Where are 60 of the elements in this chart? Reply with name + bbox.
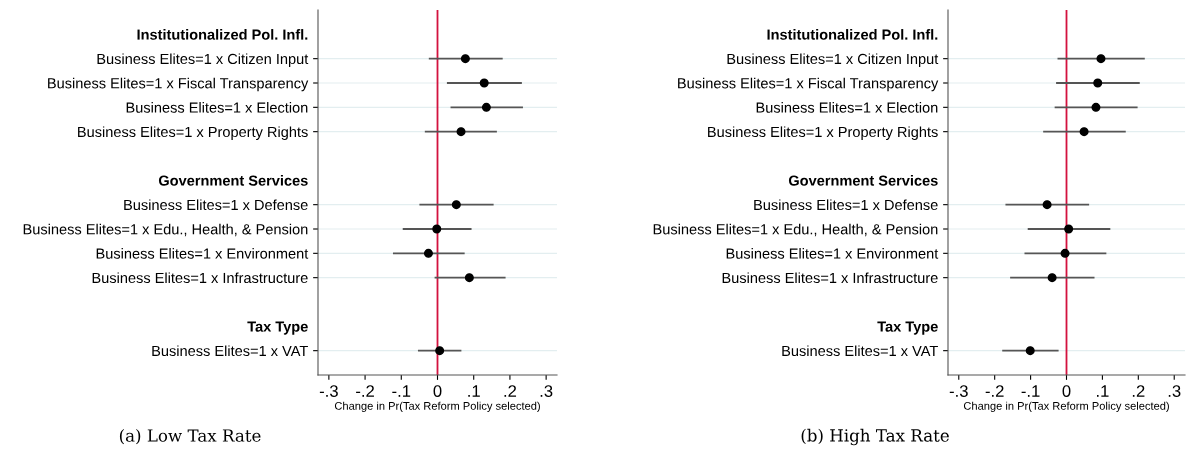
x-axis-title: Change in Pr(Tax Reform Policy selected) bbox=[963, 401, 1169, 413]
y-tick-label: Business Elites=1 x Environment bbox=[726, 248, 939, 259]
point bbox=[1093, 78, 1103, 88]
y-tick-label: Institutionalized Pol. Infl. bbox=[137, 29, 308, 40]
y-tick-label: Tax Type bbox=[247, 321, 308, 335]
x-tick-label: -.3 bbox=[319, 385, 338, 397]
point bbox=[464, 273, 474, 283]
x-tick-label: -.2 bbox=[356, 385, 374, 397]
point bbox=[1047, 273, 1057, 283]
point bbox=[481, 102, 491, 112]
x-tick-label: -.2 bbox=[985, 385, 1004, 397]
y-tick-label: Business Elites=1 x VAT bbox=[152, 345, 308, 357]
point bbox=[1096, 54, 1106, 64]
point bbox=[1079, 127, 1089, 137]
x-tick-label: .3 bbox=[1168, 385, 1181, 397]
y-tick-label: Business Elites=1 x Infrastructure bbox=[722, 272, 938, 284]
point bbox=[432, 224, 442, 234]
point bbox=[1091, 102, 1101, 112]
text: (a) Low Tax Rate bbox=[119, 428, 261, 445]
y-tick-label: Government Services bbox=[788, 175, 938, 186]
y-tick-label: Business Elites=1 x Edu., Health, & Pension bbox=[653, 223, 938, 237]
point bbox=[1025, 346, 1035, 356]
point bbox=[456, 127, 466, 137]
y-tick-label: Business Elites=1 x Election bbox=[756, 102, 938, 113]
y-tick-label: Business Elites=1 x Property Rights bbox=[708, 126, 938, 140]
point bbox=[435, 346, 445, 356]
y-tick-label: Business Elites=1 x Edu., Health, & Pension bbox=[23, 223, 308, 237]
x-tick-label: .1 bbox=[468, 385, 480, 397]
y-tick-label: Business Elites=1 x Fiscal Transparency bbox=[678, 77, 939, 92]
y-tick-label: Government Services bbox=[158, 175, 308, 186]
y-tick-label: Business Elites=1 x Infrastructure bbox=[92, 272, 308, 284]
x-tick-label: -.1 bbox=[1021, 385, 1040, 397]
point bbox=[1042, 200, 1052, 210]
x-axis-title: Change in Pr(Tax Reform Policy selected) bbox=[334, 401, 540, 413]
y-tick-label: Business Elites=1 x Property Rights bbox=[78, 126, 308, 140]
y-tick-label: Business Elites=1 x Defense bbox=[124, 199, 308, 211]
x-tick-label: 0 bbox=[433, 385, 442, 397]
y-tick-label: Business Elites=1 x VAT bbox=[782, 345, 938, 357]
y-tick-label: Business Elites=1 x Citizen Input bbox=[727, 53, 939, 67]
y-tick-label: Institutionalized Pol. Infl. bbox=[767, 29, 938, 40]
x-tick-label: .2 bbox=[504, 385, 517, 397]
point bbox=[451, 200, 461, 210]
y-tick-label: Business Elites=1 x Election bbox=[126, 102, 308, 113]
point bbox=[1060, 248, 1070, 258]
x-tick-label: .1 bbox=[1096, 385, 1109, 397]
x-tick-label: .2 bbox=[1132, 385, 1145, 397]
point bbox=[479, 78, 489, 88]
point bbox=[1064, 224, 1074, 234]
y-tick-label: Business Elites=1 x Citizen Input bbox=[97, 53, 309, 67]
y-tick-label: Tax Type bbox=[877, 321, 938, 335]
text: (b) High Tax Rate bbox=[801, 428, 949, 446]
x-tick-label: 0 bbox=[1062, 385, 1071, 397]
y-tick-label: Business Elites=1 x Fiscal Transparency bbox=[48, 77, 309, 92]
x-tick-label: .3 bbox=[540, 385, 553, 397]
x-tick-label: -.3 bbox=[949, 385, 968, 397]
x-tick-label: -.1 bbox=[392, 385, 411, 397]
point bbox=[423, 248, 433, 258]
point bbox=[460, 54, 470, 64]
y-tick-label: Business Elites=1 x Defense bbox=[754, 199, 938, 211]
y-tick-label: Business Elites=1 x Environment bbox=[96, 248, 309, 259]
